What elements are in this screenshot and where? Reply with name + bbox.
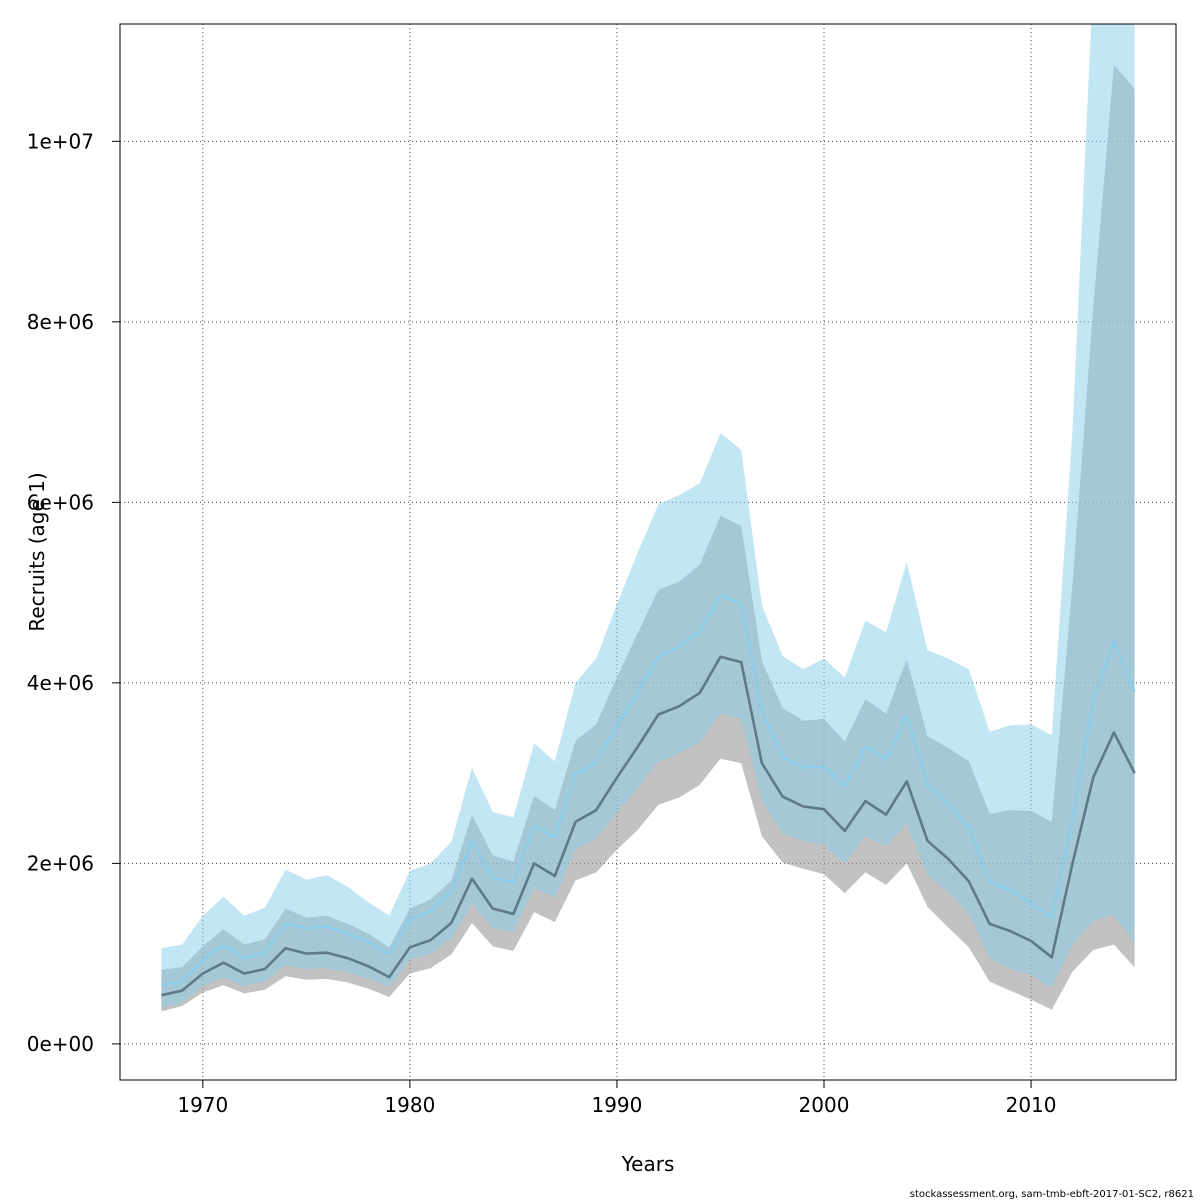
x-axis: 1970 1980 1990 2000 2010 (177, 1080, 1057, 1117)
x-tick-label: 1980 (384, 1093, 435, 1117)
x-tick-label: 1970 (177, 1093, 228, 1117)
plot-frame (119, 23, 1177, 1081)
y-tick-label: 6e+06 (27, 490, 94, 514)
x-tick-label: 2010 (1006, 1093, 1057, 1117)
footer-credit: stockassessment.org, sam-tmb-ebft-2017-0… (909, 1189, 1194, 1200)
x-tick-label: 1990 (591, 1093, 642, 1117)
y-tick-label: 4e+06 (27, 671, 94, 695)
confidence-bands (161, 24, 1135, 1012)
median-line-2 (161, 594, 1136, 987)
x-tick-label: 2000 (799, 1093, 850, 1117)
confidence-band-2 (161, 24, 1135, 1008)
y-tick-label: 1e+07 (27, 129, 94, 153)
x-axis-title: Years (621, 1152, 675, 1176)
y-tick-label: 2e+06 (27, 851, 94, 875)
y-axis-title: Recruits (age 1) (25, 472, 49, 631)
y-tick-label: 8e+06 (27, 310, 94, 334)
y-axis: 0e+00 2e+06 4e+06 6e+06 8e+06 1e+07 (27, 129, 120, 1056)
median-lines (161, 594, 1136, 997)
grid-lines (120, 24, 1176, 1080)
y-tick-label: 0e+00 (27, 1032, 94, 1056)
median-line-1 (161, 655, 1136, 997)
